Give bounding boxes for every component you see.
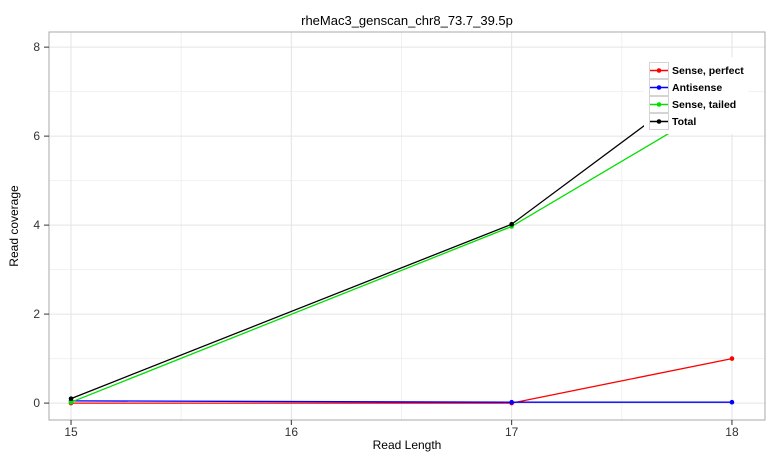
series-point-sense-perfect (729, 356, 735, 361)
legend: Sense, perfect Antisense Sense, tailed Tota… (644, 57, 748, 134)
series-point-antisense (509, 399, 514, 405)
series-point-total (509, 221, 514, 227)
y-tick-label: 0 (33, 396, 40, 410)
series-point-sense-tailed (68, 399, 74, 405)
x-tick-label: 18 (725, 425, 739, 439)
legend-key-icon (649, 96, 669, 113)
legend-label: Antisense (672, 81, 723, 94)
series-point-antisense (729, 399, 735, 405)
chart-title: rheMac3_genscan_chr8_73.7_39.5p (301, 13, 513, 28)
legend-row: Sense, perfect (649, 62, 744, 79)
legend-label: Sense, perfect (672, 64, 744, 77)
legend-key-icon (649, 113, 669, 130)
series-point-total (68, 396, 74, 401)
y-tick-label: 2 (33, 307, 40, 321)
y-tick-label: 8 (33, 40, 40, 54)
x-tick-label: 16 (285, 425, 299, 439)
legend-row: Sense, tailed (649, 96, 744, 113)
legend-row: Total (649, 113, 744, 130)
legend-label: Total (672, 115, 697, 128)
legend-label: Sense, tailed (672, 98, 737, 111)
y-tick-label: 6 (33, 129, 40, 143)
x-axis-title: Read Length (372, 438, 442, 452)
legend-key-icon (649, 62, 669, 79)
legend-row: Antisense (649, 79, 744, 96)
y-tick-label: 4 (33, 218, 40, 232)
x-tick-label: 15 (64, 425, 78, 439)
x-tick-label: 17 (505, 425, 519, 439)
legend-key-icon (649, 79, 669, 96)
panel-border (48, 31, 766, 421)
